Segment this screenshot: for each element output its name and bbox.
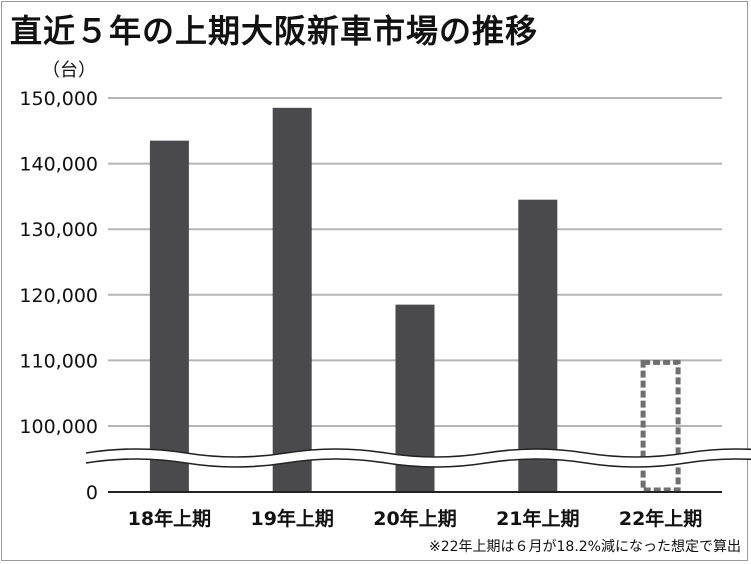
footnote: ※22年上期は６月が18.2%減になった想定で算出 [428,539,741,555]
chart-title: 直近５年の上期大阪新車市場の推移 [10,12,539,50]
x-tick-label: 20年上期 [373,507,456,530]
y-tick-label: 110,000 [19,350,98,372]
y-axis-unit: （台） [42,60,96,81]
y-tick-label: 140,000 [19,154,98,176]
x-tick-label: 19年上期 [250,507,333,530]
x-tick-label: 21年上期 [496,507,579,530]
y-tick-label: 0 [86,482,98,504]
bar [272,107,312,492]
y-tick-label: 130,000 [19,219,98,241]
axis-break-gap [85,448,751,468]
x-tick-label: 18年上期 [128,507,211,530]
x-tick-label: 22年上期 [619,507,702,530]
y-tick-label: 120,000 [19,285,98,307]
bar [518,199,558,492]
y-tick-label: 100,000 [19,416,98,438]
y-tick-label: 150,000 [19,88,98,110]
axis-break-line [85,458,751,468]
axis-break-line [85,448,751,458]
bar [149,140,189,492]
bar-estimate [640,359,681,493]
